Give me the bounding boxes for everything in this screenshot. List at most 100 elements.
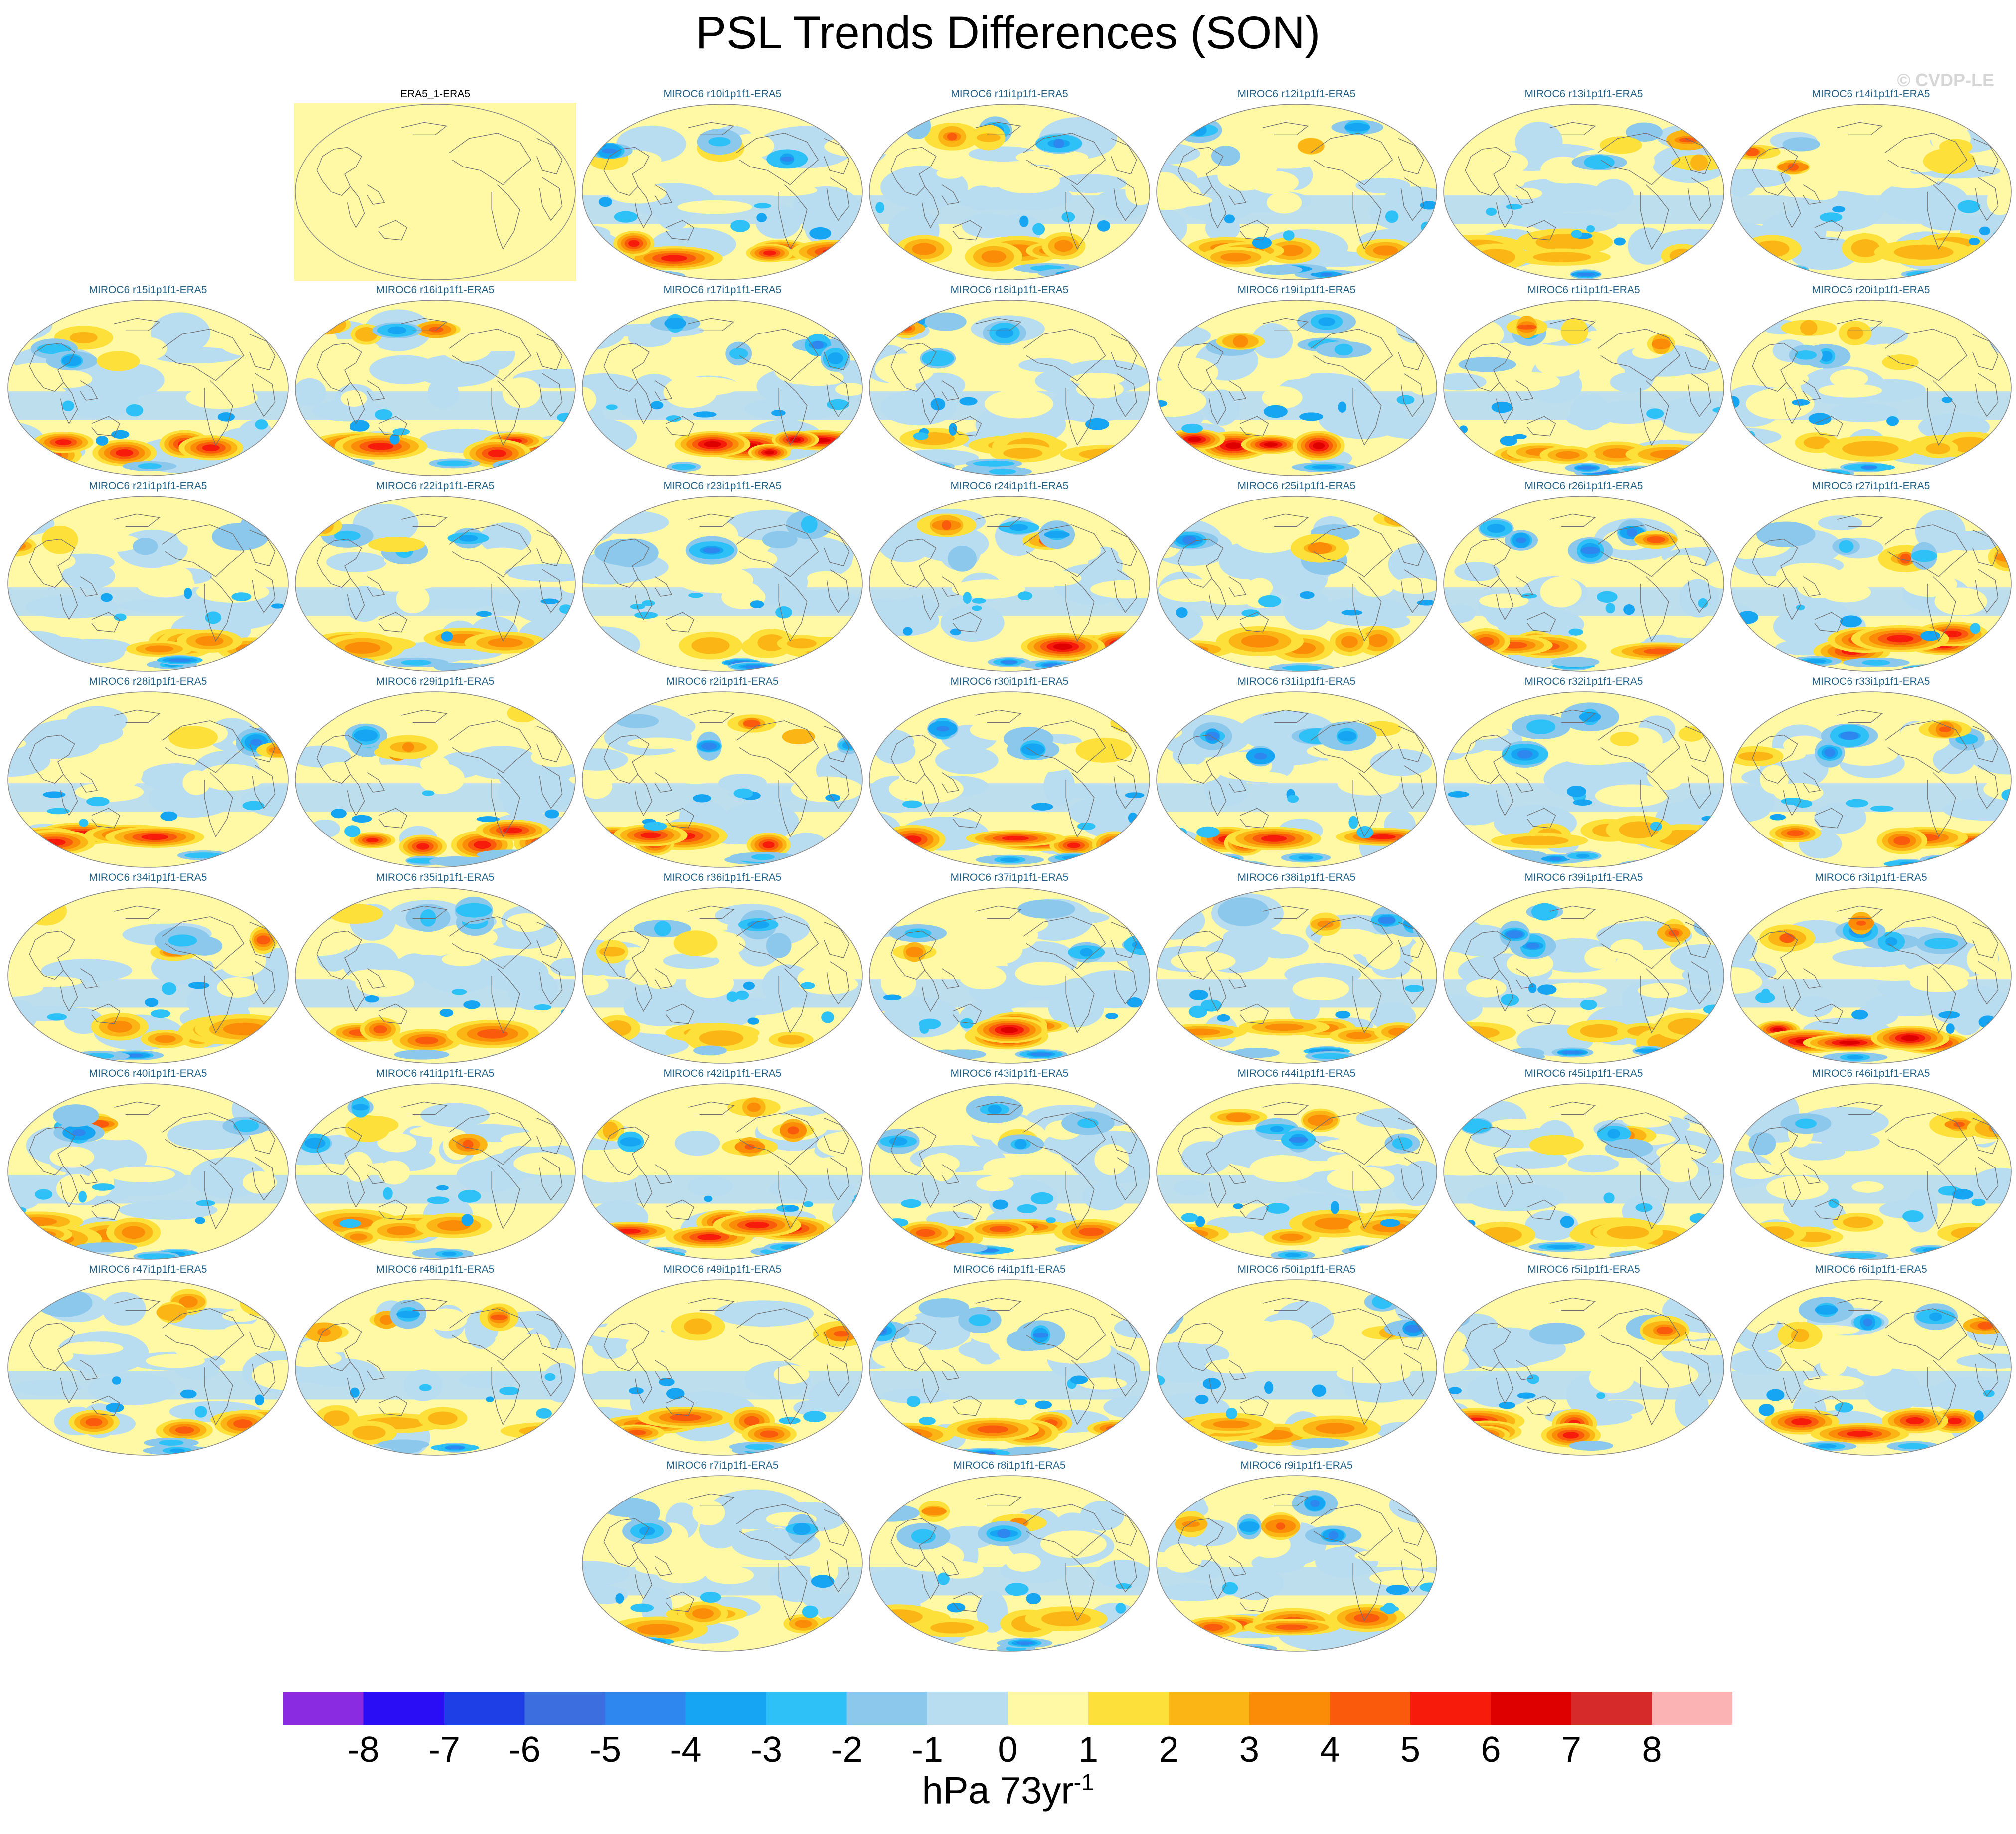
- colorbar-swatch: [1249, 1692, 1331, 1725]
- trend-difference-map: [1730, 691, 2012, 868]
- map-panel: MIROC6 r26i1p1f1-ERA5: [1443, 478, 1725, 673]
- map-panel: MIROC6 r1i1p1f1-ERA5: [1443, 282, 1725, 477]
- map-panel: MIROC6 r24i1p1f1-ERA5: [868, 478, 1151, 673]
- map-panel: MIROC6 r11i1p1f1-ERA5: [868, 86, 1151, 281]
- map-panel: MIROC6 r44i1p1f1-ERA5: [1156, 1065, 1438, 1261]
- panel-title: MIROC6 r7i1p1f1-ERA5: [666, 1460, 779, 1471]
- trend-difference-map: [869, 300, 1150, 476]
- map-panel: MIROC6 r37i1p1f1-ERA5: [868, 869, 1151, 1065]
- trend-difference-map: [295, 691, 576, 868]
- panel-title: MIROC6 r45i1p1f1-ERA5: [1524, 1068, 1643, 1079]
- colorbar-tick-label: -8: [347, 1730, 380, 1770]
- map-panel: MIROC6 r29i1p1f1-ERA5: [294, 673, 576, 869]
- panel-title: MIROC6 r19i1p1f1-ERA5: [1237, 284, 1356, 296]
- panel-title: MIROC6 r26i1p1f1-ERA5: [1524, 480, 1643, 492]
- panel-title: MIROC6 r5i1p1f1-ERA5: [1527, 1264, 1640, 1275]
- map-panel: MIROC6 r35i1p1f1-ERA5: [294, 869, 576, 1065]
- trend-difference-map: [869, 1279, 1150, 1456]
- map-panel: MIROC6 r45i1p1f1-ERA5: [1443, 1065, 1725, 1261]
- trend-difference-map: [1443, 496, 1724, 672]
- trend-difference-map: [1730, 887, 2012, 1064]
- map-panel: MIROC6 r41i1p1f1-ERA5: [294, 1065, 576, 1261]
- panel-title: MIROC6 r12i1p1f1-ERA5: [1237, 88, 1356, 100]
- trend-difference-map: [295, 887, 576, 1064]
- panel-title: MIROC6 r2i1p1f1-ERA5: [666, 676, 779, 687]
- trend-difference-map: [1443, 1083, 1724, 1260]
- colorbar-swatch: [444, 1692, 525, 1725]
- trend-difference-map: [1156, 691, 1437, 868]
- trend-difference-map: [582, 1475, 863, 1652]
- colorbar-tick-label: 4: [1320, 1730, 1340, 1770]
- trend-difference-map: [869, 496, 1150, 672]
- panel-title: MIROC6 r18i1p1f1-ERA5: [950, 284, 1069, 296]
- colorbar-swatch: [846, 1692, 928, 1725]
- panel-title: MIROC6 r6i1p1f1-ERA5: [1815, 1264, 1927, 1275]
- colorbar-swatch: [1652, 1692, 1732, 1725]
- trend-difference-map: [7, 887, 289, 1064]
- trend-difference-map: [1156, 300, 1437, 476]
- trend-difference-map: [295, 300, 576, 476]
- colorbar: [283, 1692, 1732, 1725]
- panel-title: MIROC6 r50i1p1f1-ERA5: [1237, 1264, 1356, 1275]
- map-panel: MIROC6 r4i1p1f1-ERA5: [868, 1261, 1151, 1457]
- panel-title: MIROC6 r22i1p1f1-ERA5: [376, 480, 495, 492]
- panel-title: MIROC6 r21i1p1f1-ERA5: [89, 480, 207, 492]
- colorbar-tick-label: -7: [428, 1730, 461, 1770]
- panel-title: MIROC6 r11i1p1f1-ERA5: [951, 88, 1068, 100]
- colorbar-tick-label: -2: [831, 1730, 863, 1770]
- trend-difference-map: [582, 300, 863, 476]
- map-panel: MIROC6 r40i1p1f1-ERA5: [7, 1065, 289, 1261]
- map-panel: MIROC6 r15i1p1f1-ERA5: [7, 282, 289, 477]
- colorbar-tick-label: -3: [750, 1730, 783, 1770]
- panel-title: MIROC6 r41i1p1f1-ERA5: [376, 1068, 495, 1079]
- panel-title: MIROC6 r49i1p1f1-ERA5: [663, 1264, 782, 1275]
- trend-difference-map: [295, 1279, 576, 1456]
- panel-title: MIROC6 r33i1p1f1-ERA5: [1812, 676, 1930, 687]
- panel-grid: ERA5_1-ERA5 MIROC6 r10i1p1f1-ERA5 MIROC6 r…: [7, 86, 2012, 1653]
- map-panel: MIROC6 r48i1p1f1-ERA5: [294, 1261, 576, 1457]
- colorbar-swatch: [766, 1692, 847, 1725]
- panel-title: MIROC6 r1i1p1f1-ERA5: [1527, 284, 1640, 296]
- map-panel: MIROC6 r38i1p1f1-ERA5: [1156, 869, 1438, 1065]
- map-panel: MIROC6 r22i1p1f1-ERA5: [294, 478, 576, 673]
- map-panel: MIROC6 r21i1p1f1-ERA5: [7, 478, 289, 673]
- map-panel: MIROC6 r8i1p1f1-ERA5: [868, 1457, 1151, 1653]
- map-panel: MIROC6 r5i1p1f1-ERA5: [1443, 1261, 1725, 1457]
- panel-title: MIROC6 r48i1p1f1-ERA5: [376, 1264, 495, 1275]
- colorbar-swatch: [524, 1692, 606, 1725]
- colorbar-tick-label: 6: [1481, 1730, 1501, 1770]
- panel-title: MIROC6 r34i1p1f1-ERA5: [89, 872, 207, 883]
- panel-title: MIROC6 r47i1p1f1-ERA5: [89, 1264, 207, 1275]
- colorbar-tick-label: 7: [1561, 1730, 1582, 1770]
- map-panel: MIROC6 r43i1p1f1-ERA5: [868, 1065, 1151, 1261]
- colorbar-swatch: [1491, 1692, 1572, 1725]
- colorbar-swatch: [1571, 1692, 1653, 1725]
- map-panel: MIROC6 r17i1p1f1-ERA5: [581, 282, 863, 477]
- map-panel: MIROC6 r49i1p1f1-ERA5: [581, 1261, 863, 1457]
- panel-title: MIROC6 r42i1p1f1-ERA5: [663, 1068, 782, 1079]
- panel-title: MIROC6 r9i1p1f1-ERA5: [1240, 1460, 1353, 1471]
- trend-difference-map: [869, 1475, 1150, 1652]
- panel-title: MIROC6 r40i1p1f1-ERA5: [89, 1068, 207, 1079]
- panel-title: MIROC6 r37i1p1f1-ERA5: [950, 872, 1069, 883]
- map-panel: MIROC6 r39i1p1f1-ERA5: [1443, 869, 1725, 1065]
- colorbar-swatch: [1008, 1692, 1089, 1725]
- trend-difference-map: [7, 691, 289, 868]
- map-panel: MIROC6 r31i1p1f1-ERA5: [1156, 673, 1438, 869]
- colorbar-swatch: [605, 1692, 686, 1725]
- map-panel: MIROC6 r28i1p1f1-ERA5: [7, 673, 289, 869]
- trend-difference-map: [582, 887, 863, 1064]
- panel-title: MIROC6 r10i1p1f1-ERA5: [663, 88, 782, 100]
- map-panel: MIROC6 r12i1p1f1-ERA5: [1156, 86, 1438, 281]
- units-text: hPa 73yr: [922, 1769, 1074, 1812]
- panel-title: MIROC6 r44i1p1f1-ERA5: [1237, 1068, 1356, 1079]
- colorbar-swatch: [1088, 1692, 1170, 1725]
- map-panel: MIROC6 r25i1p1f1-ERA5: [1156, 478, 1438, 673]
- trend-difference-map: [582, 104, 863, 280]
- colorbar-tick-label: 2: [1159, 1730, 1179, 1770]
- colorbar-swatch: [363, 1692, 445, 1725]
- panel-title: MIROC6 r32i1p1f1-ERA5: [1524, 676, 1643, 687]
- panel-title: MIROC6 r3i1p1f1-ERA5: [1815, 872, 1927, 883]
- map-panel: MIROC6 r32i1p1f1-ERA5: [1443, 673, 1725, 869]
- map-panel: MIROC6 r10i1p1f1-ERA5: [581, 86, 863, 281]
